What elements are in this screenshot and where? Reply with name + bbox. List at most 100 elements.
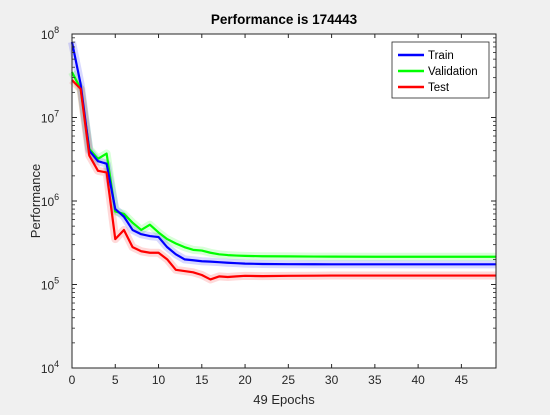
- data-point-test: [460, 274, 462, 277]
- data-point-train: [192, 259, 194, 261]
- data-point-test: [140, 250, 142, 252]
- data-point-validation: [227, 254, 229, 256]
- y-tick-base: 10: [41, 279, 55, 293]
- data-point-validation: [287, 255, 289, 258]
- x-tick-label: 35: [368, 373, 382, 387]
- data-point-train: [244, 262, 246, 265]
- data-point-validation: [192, 249, 194, 251]
- data-point-validation: [123, 213, 125, 215]
- data-point-train: [460, 263, 462, 265]
- y-tick-label: 104: [41, 359, 59, 376]
- y-tick-label: 106: [41, 192, 59, 209]
- data-point-test: [261, 275, 263, 277]
- data-point-train: [313, 263, 315, 265]
- data-point-validation: [244, 255, 246, 257]
- x-tick-label: 10: [152, 373, 166, 387]
- data-point-train: [131, 229, 134, 231]
- y-tick-exponent: 4: [54, 359, 59, 369]
- y-tick-label: 108: [41, 25, 59, 42]
- data-point-validation: [374, 256, 376, 258]
- y-tick-base: 10: [41, 28, 55, 42]
- x-axis-label: 49 Epochs: [253, 392, 315, 407]
- data-point-train: [261, 263, 263, 265]
- x-tick-label: 40: [411, 373, 425, 387]
- y-tick-exponent: 6: [54, 192, 59, 202]
- data-point-test: [123, 229, 125, 231]
- data-point-test: [183, 270, 186, 272]
- data-point-train: [183, 258, 186, 260]
- data-point-test: [175, 269, 177, 271]
- x-tick-label: 45: [455, 373, 469, 387]
- data-point-train: [374, 263, 376, 265]
- legend-label-test: Test: [428, 82, 450, 94]
- x-axis-ticks: 0 5 10 15 20 25 30 35 40 45: [69, 34, 469, 387]
- data-point-test: [80, 88, 82, 90]
- data-point-validation: [183, 246, 186, 248]
- y-tick-exponent: 8: [54, 25, 59, 35]
- y-tick-base: 10: [41, 112, 55, 126]
- data-point-validation: [106, 152, 108, 155]
- data-point-test: [235, 275, 238, 278]
- data-point-test: [227, 276, 229, 278]
- y-tick-base: 10: [41, 362, 55, 376]
- data-point-test: [157, 252, 160, 254]
- data-point-validation: [175, 242, 177, 245]
- legend: Train Validation Test: [391, 41, 490, 99]
- data-point-train: [330, 263, 333, 265]
- data-point-test: [287, 275, 289, 277]
- data-point-train: [166, 246, 168, 248]
- data-point-validation: [209, 252, 212, 254]
- data-point-train: [123, 216, 125, 218]
- data-point-test: [330, 274, 333, 277]
- x-tick-label: 30: [325, 373, 339, 387]
- chart-title: Performance is 174443: [211, 12, 358, 27]
- data-point-test: [106, 171, 108, 174]
- data-point-validation: [460, 256, 462, 258]
- y-tick-base: 10: [41, 195, 55, 209]
- data-point-validation: [330, 256, 333, 258]
- data-point-test: [201, 274, 203, 276]
- data-point-test: [209, 278, 212, 281]
- legend-label-train: Train: [428, 50, 454, 62]
- data-point-train: [80, 83, 82, 85]
- data-point-train: [209, 261, 212, 263]
- data-point-test: [417, 274, 419, 277]
- data-point-test: [131, 246, 134, 248]
- data-point-test: [192, 271, 194, 273]
- x-tick-label: 25: [282, 373, 296, 387]
- data-point-validation: [140, 229, 142, 231]
- y-axis-label: Performance: [28, 164, 43, 238]
- data-point-train: [417, 263, 419, 265]
- data-point-train: [287, 263, 289, 265]
- data-point-train: [157, 236, 160, 238]
- x-tick-label: 5: [112, 373, 119, 387]
- data-point-train: [218, 261, 220, 263]
- data-point-test: [149, 252, 151, 254]
- x-tick-label: 20: [238, 373, 252, 387]
- data-point-test: [114, 238, 116, 240]
- data-point-train: [140, 233, 142, 235]
- data-point-validation: [235, 254, 238, 257]
- data-point-validation: [417, 256, 419, 258]
- data-point-test: [313, 275, 315, 277]
- data-point-train: [97, 160, 99, 162]
- data-point-test: [166, 258, 168, 260]
- data-point-validation: [131, 222, 134, 224]
- x-tick-label: 0: [69, 373, 76, 387]
- data-point-validation: [313, 255, 315, 258]
- data-point-validation: [166, 238, 168, 240]
- data-point-test: [218, 275, 220, 278]
- y-tick-label: 105: [41, 276, 59, 293]
- legend-label-validation: Validation: [428, 66, 478, 78]
- data-point-validation: [218, 253, 220, 255]
- data-point-train: [235, 262, 238, 264]
- x-tick-label: 15: [195, 373, 209, 387]
- data-point-train: [114, 208, 116, 210]
- data-point-validation: [149, 224, 151, 226]
- data-point-validation: [201, 249, 203, 252]
- data-point-train: [149, 235, 151, 237]
- series-lines: [68, 41, 497, 284]
- y-tick-exponent: 7: [54, 109, 59, 119]
